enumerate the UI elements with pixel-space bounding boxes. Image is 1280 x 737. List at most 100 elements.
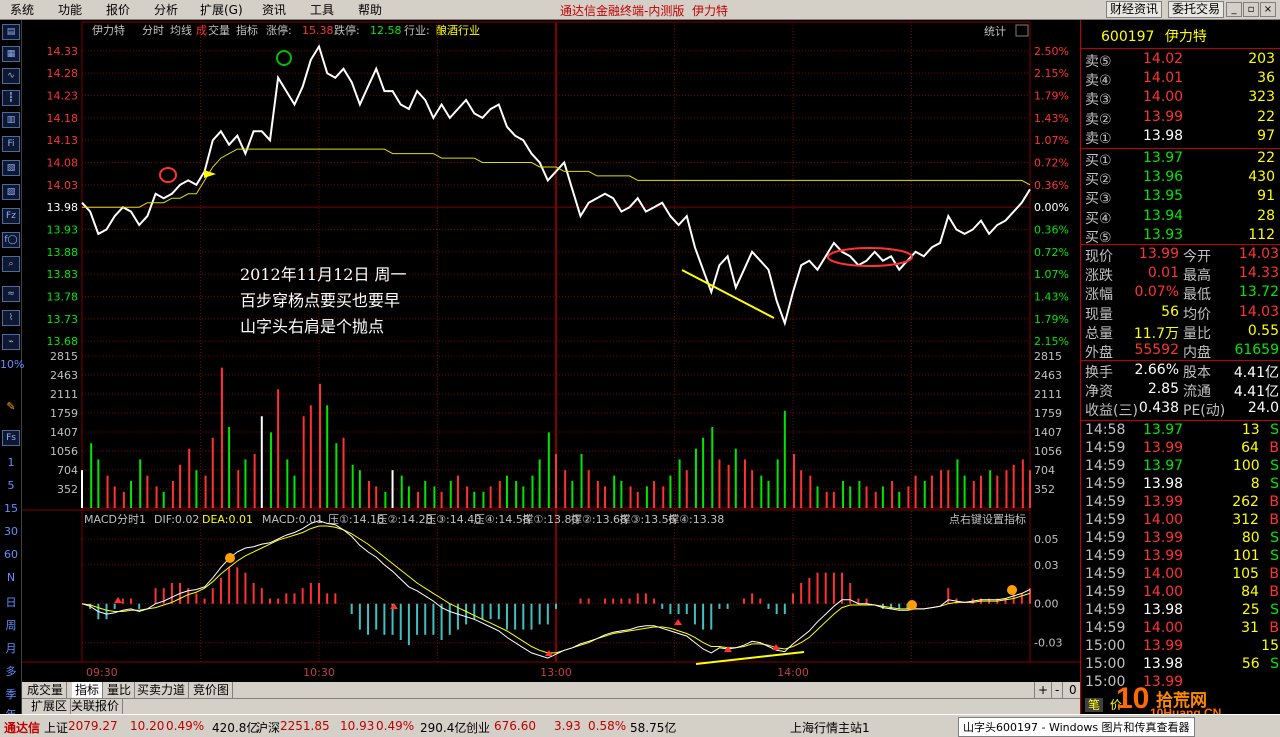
book-icon[interactable]: ▨ <box>2 184 20 200</box>
period-season[interactable]: 季 <box>5 688 17 701</box>
intraday-chart[interactable]: 伊力特 分时 均线成交量 指标 涨停: 15.38 跌停: 12.58 行业: 酿酒行业 统计 14.… <box>22 20 1080 682</box>
tick-price: 13.99 <box>1143 674 1184 690</box>
annotation-line-2: 百步穿杨点要买也要早 <box>240 291 401 310</box>
stat-row: 外盘 55592 内盘 61659 <box>1085 342 1279 361</box>
tab-related-quote[interactable]: 关联报价 <box>68 699 124 714</box>
app-title-stock: 伊力特 <box>691 4 728 18</box>
tick-volume: 8 S <box>1251 476 1279 492</box>
tick-row: 14:59 14.00 105 B <box>1085 566 1279 584</box>
price-tick: 14.13 <box>47 134 79 147</box>
menu-tools[interactable]: 工具 <box>310 3 335 17</box>
ten-percent-label[interactable]: 10% <box>0 358 25 371</box>
f10-icon[interactable]: Fi <box>2 136 20 152</box>
tab-price[interactable]: 价 <box>1109 698 1122 712</box>
fs-label[interactable]: Fs <box>2 430 20 446</box>
search-icon[interactable]: ⌕ <box>2 256 20 272</box>
stat-label: 最高 <box>1183 268 1211 285</box>
volume-tick-right: 352 <box>1034 483 1055 496</box>
bid-price: 13.96 <box>1143 169 1184 186</box>
quote-list-icon[interactable]: ▤ <box>2 24 20 40</box>
tick-row: 14:59 13.98 25 S <box>1085 602 1279 620</box>
limit-up-value: 15.38 <box>302 24 334 37</box>
period-day[interactable]: 日 <box>5 596 17 609</box>
tab-indicator[interactable]: 指标 <box>72 682 104 698</box>
tick-side: S <box>1265 548 1279 564</box>
tab-volume[interactable]: 成交量 <box>24 682 68 698</box>
chart-canvas[interactable]: 伊力特 分时 均线成交量 指标 涨停: 15.38 跌停: 12.58 行业: 酿酒行业 统计 14.… <box>22 20 1080 682</box>
bid-volume: 91 <box>1257 188 1275 205</box>
period-15[interactable]: 15 <box>4 502 18 515</box>
period-week[interactable]: 周 <box>5 619 17 632</box>
tab-extension[interactable]: 扩展区 <box>28 699 72 714</box>
period-1[interactable]: 1 <box>7 456 15 469</box>
kline-icon[interactable]: ┇ <box>2 90 20 106</box>
menu-function[interactable]: 功能 <box>58 3 83 17</box>
tick-time: 15:00 <box>1085 638 1126 654</box>
tick-side: B <box>1264 440 1279 456</box>
tick-volume: 80 S <box>1242 530 1279 546</box>
zoom-in-button[interactable]: + <box>1034 682 1053 698</box>
line-chart-icon[interactable]: ∿ <box>2 68 20 84</box>
menu-quote[interactable]: 报价 <box>106 3 131 17</box>
news-button[interactable]: 财经资讯 <box>1106 1 1163 18</box>
price-tick: 13.98 <box>47 201 79 214</box>
sh-amount: 420.8亿 <box>212 721 259 735</box>
watermark-number: 10 <box>1116 682 1150 715</box>
annotation-line-3: 山字头右肩是个抛点 <box>240 317 385 336</box>
menu-system[interactable]: 系统 <box>10 3 35 17</box>
price-tick: 13.73 <box>47 313 79 326</box>
grid-icon[interactable]: ▦ <box>2 46 20 62</box>
menu-analysis[interactable]: 分析 <box>154 3 179 17</box>
wave-icon[interactable]: ≈ <box>2 286 20 302</box>
macd-tick: -0.03 <box>1034 637 1062 650</box>
sh-value: 2079.27 <box>68 719 118 733</box>
pct-tick: 2.15% <box>1034 335 1069 348</box>
stat-value: 0.55 <box>1247 322 1279 339</box>
chart2-icon[interactable]: ⌇ <box>2 310 20 326</box>
table-icon[interactable]: ▥ <box>2 112 20 128</box>
news-icon[interactable]: ▧ <box>2 160 20 176</box>
minimize-icon[interactable]: _ <box>1226 2 1242 17</box>
period-5[interactable]: 5 <box>7 479 15 492</box>
menu-extend[interactable]: 扩展(G) <box>200 3 243 17</box>
bid-row: 买④ 13.94 28 <box>1085 208 1279 227</box>
tick-price: 13.97 <box>1143 458 1184 474</box>
annotation-text: 2012年11月12日 周一 百步穿杨点要买也要早 山字头右肩是个抛点 <box>240 262 407 340</box>
menu-info[interactable]: 资讯 <box>262 3 287 17</box>
period-30[interactable]: 30 <box>4 525 18 538</box>
pct-tick: 1.79% <box>1034 313 1069 326</box>
restore-icon[interactable]: ▫ <box>1243 2 1259 17</box>
divider <box>1081 148 1280 149</box>
zoom-reset-button[interactable]: 0 <box>1066 682 1081 698</box>
tick-vol: 64 <box>1241 440 1259 456</box>
zoom-out-button[interactable]: - <box>1052 682 1064 698</box>
tick-price: 13.99 <box>1143 530 1184 546</box>
period-month[interactable]: 月 <box>5 642 17 655</box>
tab-buy-sell-force[interactable]: 买卖力道 <box>134 682 190 698</box>
ask-row: 卖④ 14.01 36 <box>1085 70 1279 89</box>
taskbar-window[interactable]: 山字头600197 - Windows 图片和传真查看器 <box>958 717 1195 737</box>
header-tab-vol-b: 交量 <box>208 23 230 37</box>
macd-level: 压④:14.58 <box>474 513 530 526</box>
tab-ticks[interactable]: 笔 <box>1085 698 1104 712</box>
period-n[interactable]: N <box>6 571 16 584</box>
fo-icon[interactable]: f◯ <box>2 232 20 248</box>
tick-row: 15:00 13.98 56 S <box>1085 656 1279 674</box>
tick-time: 14:58 <box>1085 422 1126 438</box>
period-60[interactable]: 60 <box>4 548 18 561</box>
tab-auction[interactable]: 竞价图 <box>190 682 234 698</box>
tick-volume: 101 S <box>1233 548 1279 564</box>
period-multi[interactable]: 多 <box>5 665 17 678</box>
tab-volume-ratio[interactable]: 量比 <box>104 682 136 698</box>
stat-value: 13.72 <box>1238 284 1279 301</box>
fz-icon[interactable]: Fz <box>2 208 20 224</box>
menu-help[interactable]: 帮助 <box>358 3 383 17</box>
pencil-icon[interactable]: ✎ <box>6 400 16 413</box>
bid-label: 买① <box>1085 153 1112 169</box>
time-tick: 14:00 <box>777 666 809 679</box>
chart3-icon[interactable]: ⌁ <box>2 334 20 350</box>
trade-button[interactable]: 委托交易 <box>1168 1 1225 18</box>
close-icon[interactable]: × <box>1260 2 1276 17</box>
ask-price: 14.00 <box>1143 89 1184 106</box>
tick-vol: 101 <box>1232 548 1260 564</box>
